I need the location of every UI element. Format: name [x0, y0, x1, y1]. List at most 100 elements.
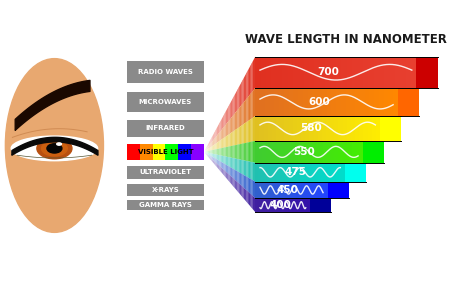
Polygon shape	[250, 119, 251, 142]
Polygon shape	[240, 184, 241, 196]
Text: 600: 600	[309, 97, 330, 107]
Polygon shape	[299, 182, 301, 198]
Polygon shape	[253, 117, 254, 141]
Polygon shape	[325, 56, 330, 88]
Polygon shape	[281, 141, 284, 163]
Polygon shape	[210, 146, 211, 150]
Polygon shape	[240, 173, 241, 185]
Polygon shape	[222, 168, 223, 175]
Polygon shape	[225, 171, 226, 178]
Polygon shape	[345, 141, 348, 163]
Polygon shape	[247, 120, 249, 143]
Polygon shape	[226, 172, 227, 179]
Polygon shape	[227, 173, 228, 180]
Polygon shape	[324, 163, 327, 182]
Polygon shape	[247, 96, 249, 121]
Polygon shape	[213, 157, 214, 161]
Polygon shape	[226, 164, 227, 173]
Text: VISIBLE LIGHT: VISIBLE LIGHT	[137, 149, 193, 155]
Polygon shape	[223, 114, 225, 128]
Polygon shape	[238, 183, 240, 194]
Polygon shape	[277, 198, 279, 212]
Polygon shape	[210, 158, 211, 161]
Text: GAMMA RAYS: GAMMA RAYS	[139, 202, 192, 208]
Polygon shape	[204, 150, 205, 152]
Polygon shape	[232, 177, 234, 187]
Polygon shape	[236, 159, 237, 171]
Polygon shape	[231, 176, 232, 185]
Polygon shape	[250, 179, 251, 195]
Polygon shape	[238, 85, 240, 109]
Polygon shape	[351, 116, 355, 141]
Polygon shape	[384, 56, 390, 88]
Polygon shape	[205, 151, 207, 152]
Polygon shape	[226, 136, 227, 147]
Polygon shape	[283, 198, 285, 212]
Polygon shape	[241, 173, 243, 187]
Polygon shape	[379, 88, 383, 116]
Polygon shape	[247, 161, 249, 178]
Polygon shape	[251, 141, 253, 162]
Polygon shape	[218, 141, 219, 149]
Polygon shape	[345, 163, 366, 182]
Polygon shape	[323, 182, 325, 198]
Polygon shape	[219, 155, 220, 162]
Polygon shape	[229, 118, 231, 134]
Polygon shape	[213, 150, 214, 154]
Polygon shape	[246, 71, 247, 99]
Polygon shape	[208, 154, 209, 157]
Polygon shape	[234, 113, 235, 131]
Polygon shape	[301, 182, 303, 198]
Polygon shape	[270, 198, 272, 212]
Text: 475: 475	[285, 167, 307, 177]
Polygon shape	[217, 149, 218, 155]
Polygon shape	[236, 181, 237, 191]
Polygon shape	[178, 144, 191, 159]
Polygon shape	[284, 141, 288, 163]
Polygon shape	[259, 198, 261, 212]
Polygon shape	[255, 182, 258, 198]
Polygon shape	[216, 143, 217, 149]
Polygon shape	[234, 130, 235, 146]
Polygon shape	[327, 141, 330, 163]
Polygon shape	[222, 139, 223, 148]
Polygon shape	[237, 109, 238, 129]
Polygon shape	[228, 134, 229, 147]
Polygon shape	[264, 198, 266, 212]
Polygon shape	[261, 56, 266, 88]
Text: RADIO WAVES: RADIO WAVES	[138, 69, 193, 75]
Polygon shape	[231, 117, 232, 133]
Polygon shape	[244, 160, 245, 176]
Text: MICROWAVES: MICROWAVES	[139, 99, 192, 105]
Polygon shape	[296, 182, 299, 198]
Polygon shape	[218, 123, 219, 134]
Polygon shape	[229, 133, 231, 146]
Polygon shape	[209, 147, 210, 151]
Polygon shape	[241, 104, 243, 126]
Polygon shape	[249, 162, 250, 179]
Polygon shape	[229, 167, 231, 176]
Polygon shape	[237, 182, 238, 193]
Polygon shape	[240, 105, 241, 127]
Polygon shape	[220, 148, 222, 156]
Polygon shape	[253, 180, 254, 197]
Polygon shape	[228, 166, 229, 175]
Polygon shape	[314, 56, 320, 88]
Polygon shape	[253, 162, 254, 181]
Polygon shape	[232, 158, 234, 169]
Polygon shape	[254, 141, 255, 163]
Polygon shape	[350, 88, 355, 116]
Polygon shape	[209, 144, 210, 148]
Polygon shape	[265, 88, 270, 116]
Polygon shape	[401, 56, 406, 88]
Polygon shape	[255, 141, 259, 163]
Polygon shape	[223, 138, 225, 148]
Polygon shape	[207, 154, 208, 156]
Polygon shape	[310, 198, 331, 212]
Polygon shape	[218, 160, 219, 166]
Polygon shape	[214, 149, 216, 154]
Polygon shape	[243, 187, 244, 198]
Polygon shape	[223, 169, 225, 176]
Polygon shape	[330, 56, 336, 88]
Polygon shape	[305, 141, 309, 163]
